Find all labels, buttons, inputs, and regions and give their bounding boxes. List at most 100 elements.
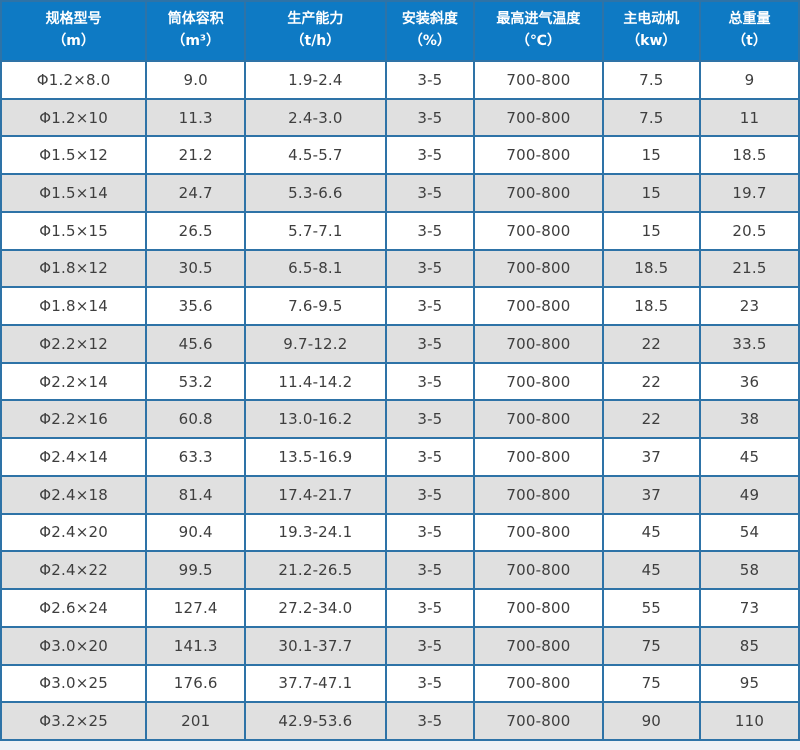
table-cell: 700-800 [473,550,604,591]
table-cell: 18.5 [601,248,701,289]
table-cell: Φ2.2×14 [0,361,148,402]
table-cell: 45 [601,512,701,553]
table-cell: 53.2 [145,361,247,402]
table-row: Φ2.2×12 45.6 9.7-12.2 3-5 700-800 22 33.5 [0,324,800,364]
table-cell: 11.4-14.2 [244,361,387,402]
column-unit: （m） [52,33,95,49]
table-cell: 30.5 [145,248,247,289]
table-cell: 81.4 [145,474,247,515]
table-cell: Φ2.4×20 [0,512,148,553]
table-cell: 700-800 [473,97,604,138]
table-cell: 3-5 [384,286,476,327]
table-cell: 30.1-37.7 [244,625,387,666]
table-cell: 700-800 [473,210,604,251]
table-row: Φ1.2×8.0 9.0 1.9-2.4 3-5 700-800 7.5 9 [0,60,800,100]
column-unit: （m³） [171,33,221,49]
table-cell: 3-5 [384,588,476,628]
table-cell: 18.5 [601,286,701,327]
table-cell: 26.5 [145,210,247,251]
table-cell: 45.6 [145,324,247,364]
table-row: Φ1.5×15 26.5 5.7-7.1 3-5 700-800 15 20.5 [0,210,800,251]
table-cell: 15 [601,135,701,176]
table-cell: 3-5 [384,361,476,402]
table-row: Φ1.8×12 30.5 6.5-8.1 3-5 700-800 18.5 21.5 [0,248,800,289]
table-cell: 700-800 [473,663,604,704]
table-cell: 201 [145,701,247,741]
table-cell: 700-800 [473,474,604,515]
table-cell: 21.2-26.5 [244,550,387,591]
table-cell: 90.4 [145,512,247,553]
table-row: Φ2.4×22 99.5 21.2-26.5 3-5 700-800 45 58 [0,550,800,591]
column-header-3: 安装斜度 （%） [384,0,476,62]
table-cell: 3-5 [384,663,476,704]
table-cell: 3-5 [384,60,476,100]
table-cell: 2.4-3.0 [244,97,387,138]
table-cell: Φ2.2×16 [0,399,148,440]
table-cell: 54 [698,512,800,553]
table-cell: Φ1.5×15 [0,210,148,251]
column-header-2: 生产能力 （t/h） [244,0,387,62]
table-cell: Φ1.8×14 [0,286,148,327]
table-row: Φ2.4×14 63.3 13.5-16.9 3-5 700-800 37 45 [0,437,800,477]
table-cell: 45 [698,437,800,477]
table-cell: 3-5 [384,324,476,364]
table-cell: Φ1.8×12 [0,248,148,289]
table-cell: 95 [698,663,800,704]
header-row: 规格型号 （m） 筒体容积 （m³） 生产能力 （t/h） 安装斜度 （%） 最高进气温度 （℃）… [0,0,800,62]
table-cell: 22 [601,361,701,402]
table-row: Φ1.5×14 24.7 5.3-6.6 3-5 700-800 15 19.7 [0,173,800,213]
column-title: 主电动机 [623,11,680,28]
table-cell: 700-800 [473,173,604,213]
table-cell: 20.5 [698,210,800,251]
table-cell: 700-800 [473,60,604,100]
table-row: Φ2.6×24 127.4 27.2-34.0 3-5 700-800 55 73 [0,588,800,628]
column-unit: （t） [732,33,767,49]
table-cell: 9 [698,60,800,100]
table-cell: 3-5 [384,97,476,138]
table-cell: 37 [601,474,701,515]
table-cell: 3-5 [384,210,476,251]
table-cell: Φ2.6×24 [0,588,148,628]
table-cell: 45 [601,550,701,591]
table-cell: 18.5 [698,135,800,176]
table-cell: 5.7-7.1 [244,210,387,251]
column-header-4: 最高进气温度 （℃） [473,0,604,62]
table-cell: 3-5 [384,550,476,591]
table-cell: 49 [698,474,800,515]
table-cell: 3-5 [384,135,476,176]
table-cell: 700-800 [473,437,604,477]
table-cell: 7.5 [601,97,701,138]
table-row: Φ2.4×20 90.4 19.3-24.1 3-5 700-800 45 54 [0,512,800,553]
table-cell: 7.6-9.5 [244,286,387,327]
table-cell: 141.3 [145,625,247,666]
table-cell: Φ1.2×8.0 [0,60,148,100]
column-header-5: 主电动机 （kw） [601,0,701,62]
table-cell: 11 [698,97,800,138]
table-cell: Φ1.5×12 [0,135,148,176]
table-cell: 35.6 [145,286,247,327]
table-cell: 75 [601,663,701,704]
table-cell: 27.2-34.0 [244,588,387,628]
table-row: Φ1.5×12 21.2 4.5-5.7 3-5 700-800 15 18.5 [0,135,800,176]
table-cell: 19.3-24.1 [244,512,387,553]
table-cell: 24.7 [145,173,247,213]
table-row: Φ3.0×25 176.6 37.7-47.1 3-5 700-800 75 95 [0,663,800,704]
table-cell: 127.4 [145,588,247,628]
table-cell: 55 [601,588,701,628]
table-cell: 700-800 [473,286,604,327]
table-cell: 7.5 [601,60,701,100]
column-title: 最高进气温度 [496,11,581,28]
table-cell: 700-800 [473,588,604,628]
table-cell: 90 [601,701,701,741]
table-cell: Φ1.5×14 [0,173,148,213]
table-cell: 13.0-16.2 [244,399,387,440]
table-row: Φ2.2×16 60.8 13.0-16.2 3-5 700-800 22 38 [0,399,800,440]
table-cell: 700-800 [473,248,604,289]
table-cell: 19.7 [698,173,800,213]
table-cell: 3-5 [384,248,476,289]
table-cell: 3-5 [384,399,476,440]
table-cell: 22 [601,324,701,364]
table-cell: 37.7-47.1 [244,663,387,704]
table-cell: 22 [601,399,701,440]
